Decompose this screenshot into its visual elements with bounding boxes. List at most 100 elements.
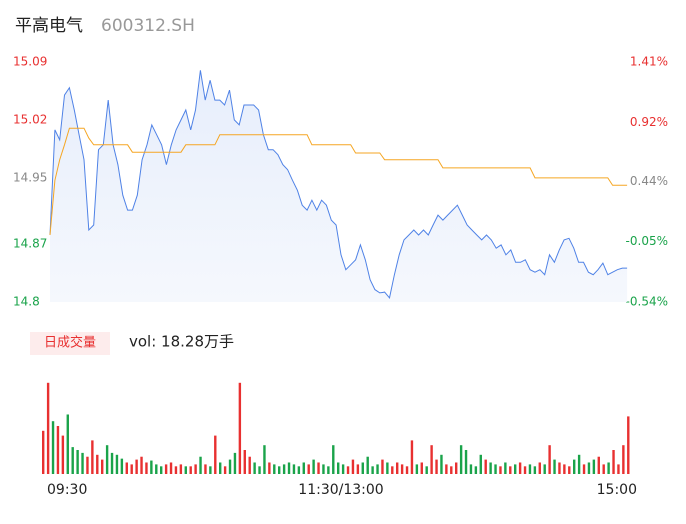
volume-bar (253, 462, 256, 474)
volume-bar (420, 462, 423, 474)
volume-bar (494, 464, 497, 474)
volume-bar (405, 466, 409, 474)
y-tick-label: 15.09 (13, 55, 47, 69)
volume-bar (602, 464, 605, 474)
volume-bar (307, 464, 310, 474)
volume-bar (582, 464, 586, 474)
volume-bar (145, 462, 148, 474)
volume-bar (179, 464, 183, 474)
volume-bar (568, 466, 571, 474)
stock-name: 平高电气 (15, 16, 83, 36)
volume-bar (42, 430, 45, 474)
volume-bar (563, 464, 566, 474)
x-tick-label: 11:30/13:00 (298, 482, 383, 498)
volume-bar (459, 445, 463, 474)
volume-bar (101, 459, 104, 474)
volume-bar (523, 466, 527, 474)
volume-bar (450, 466, 453, 474)
volume-bar (51, 421, 55, 474)
volume-bar (184, 466, 187, 474)
y2-tick-label: 0.44% (630, 174, 668, 188)
volume-bar (400, 464, 404, 474)
volume-bar (617, 464, 620, 474)
volume-bar (209, 466, 212, 474)
volume-bar (548, 445, 551, 474)
volume-bar (160, 466, 163, 474)
volume-bar (278, 466, 281, 474)
volume-bar (543, 464, 546, 474)
volume-bar (440, 454, 443, 474)
volume-bar (282, 464, 286, 474)
price-area (50, 70, 628, 302)
volume-bar (351, 459, 355, 474)
volume-bar (499, 466, 502, 474)
y2-tick-label: -0.05% (626, 234, 668, 248)
volume-bar (297, 466, 301, 474)
volume-bar (627, 416, 630, 474)
volume-bar (194, 464, 197, 474)
volume-bar (366, 456, 369, 474)
volume-bar (558, 462, 561, 474)
volume-bar (263, 445, 266, 474)
volume-bar (91, 440, 94, 474)
volume-bar (455, 462, 458, 474)
volume-bar (332, 445, 335, 474)
volume-bar (223, 466, 227, 474)
volume-bar (376, 464, 379, 474)
volume-bar (125, 462, 128, 474)
volume-bar (258, 466, 261, 474)
x-tick-label: 15:00 (597, 482, 637, 498)
volume-bar (361, 462, 364, 474)
volume-bar (612, 450, 615, 474)
label-box (30, 332, 110, 355)
volume-bar (415, 464, 419, 474)
volume-bar (61, 435, 65, 474)
volume-bar (553, 459, 556, 474)
volume-bar (445, 464, 448, 474)
volume-bar (592, 459, 596, 474)
volume-bar (474, 466, 478, 474)
volume-bar (150, 460, 153, 474)
volume-bar (484, 459, 487, 474)
volume-bar (346, 466, 350, 474)
volume-bar (199, 456, 202, 474)
volume-bar (341, 464, 345, 474)
volume-bar (228, 459, 232, 474)
volume-bar (504, 462, 507, 474)
volume-bar (391, 466, 394, 474)
volume-bar (155, 464, 158, 474)
volume-bar (597, 456, 600, 474)
volume-bar (533, 466, 537, 474)
volume-bar (622, 445, 625, 474)
volume-bar (96, 454, 99, 474)
volume-bar (435, 459, 438, 474)
volume-bar (538, 462, 541, 474)
volume-bar (105, 445, 109, 474)
volume-bar (140, 456, 143, 474)
volume-bar (204, 464, 207, 474)
volume-bar (479, 454, 482, 474)
volume-bar (489, 462, 492, 474)
volume-bar (587, 462, 591, 474)
volume-bar (327, 466, 330, 474)
volume-bar (164, 464, 168, 474)
volume-bar (410, 440, 414, 474)
average-line (49, 127, 628, 236)
volume-bar (430, 445, 433, 474)
y-tick-label: 14.87 (13, 237, 47, 251)
volume-bar (76, 450, 79, 474)
volume-bar (71, 447, 74, 474)
volume-bar (396, 462, 399, 474)
volume-bar (243, 450, 246, 474)
volume-bar (169, 462, 173, 474)
volume-bar (381, 459, 384, 474)
volume-bar (302, 462, 305, 474)
stock-code: 600312.SH (101, 16, 195, 36)
volume-bar (174, 466, 178, 474)
volume-bar (248, 456, 251, 474)
volume-bar (607, 462, 610, 474)
volume-bar (287, 462, 291, 474)
y-tick-label: 14.95 (13, 170, 47, 184)
volume-summary: vol: 18.28万手 (129, 333, 234, 351)
